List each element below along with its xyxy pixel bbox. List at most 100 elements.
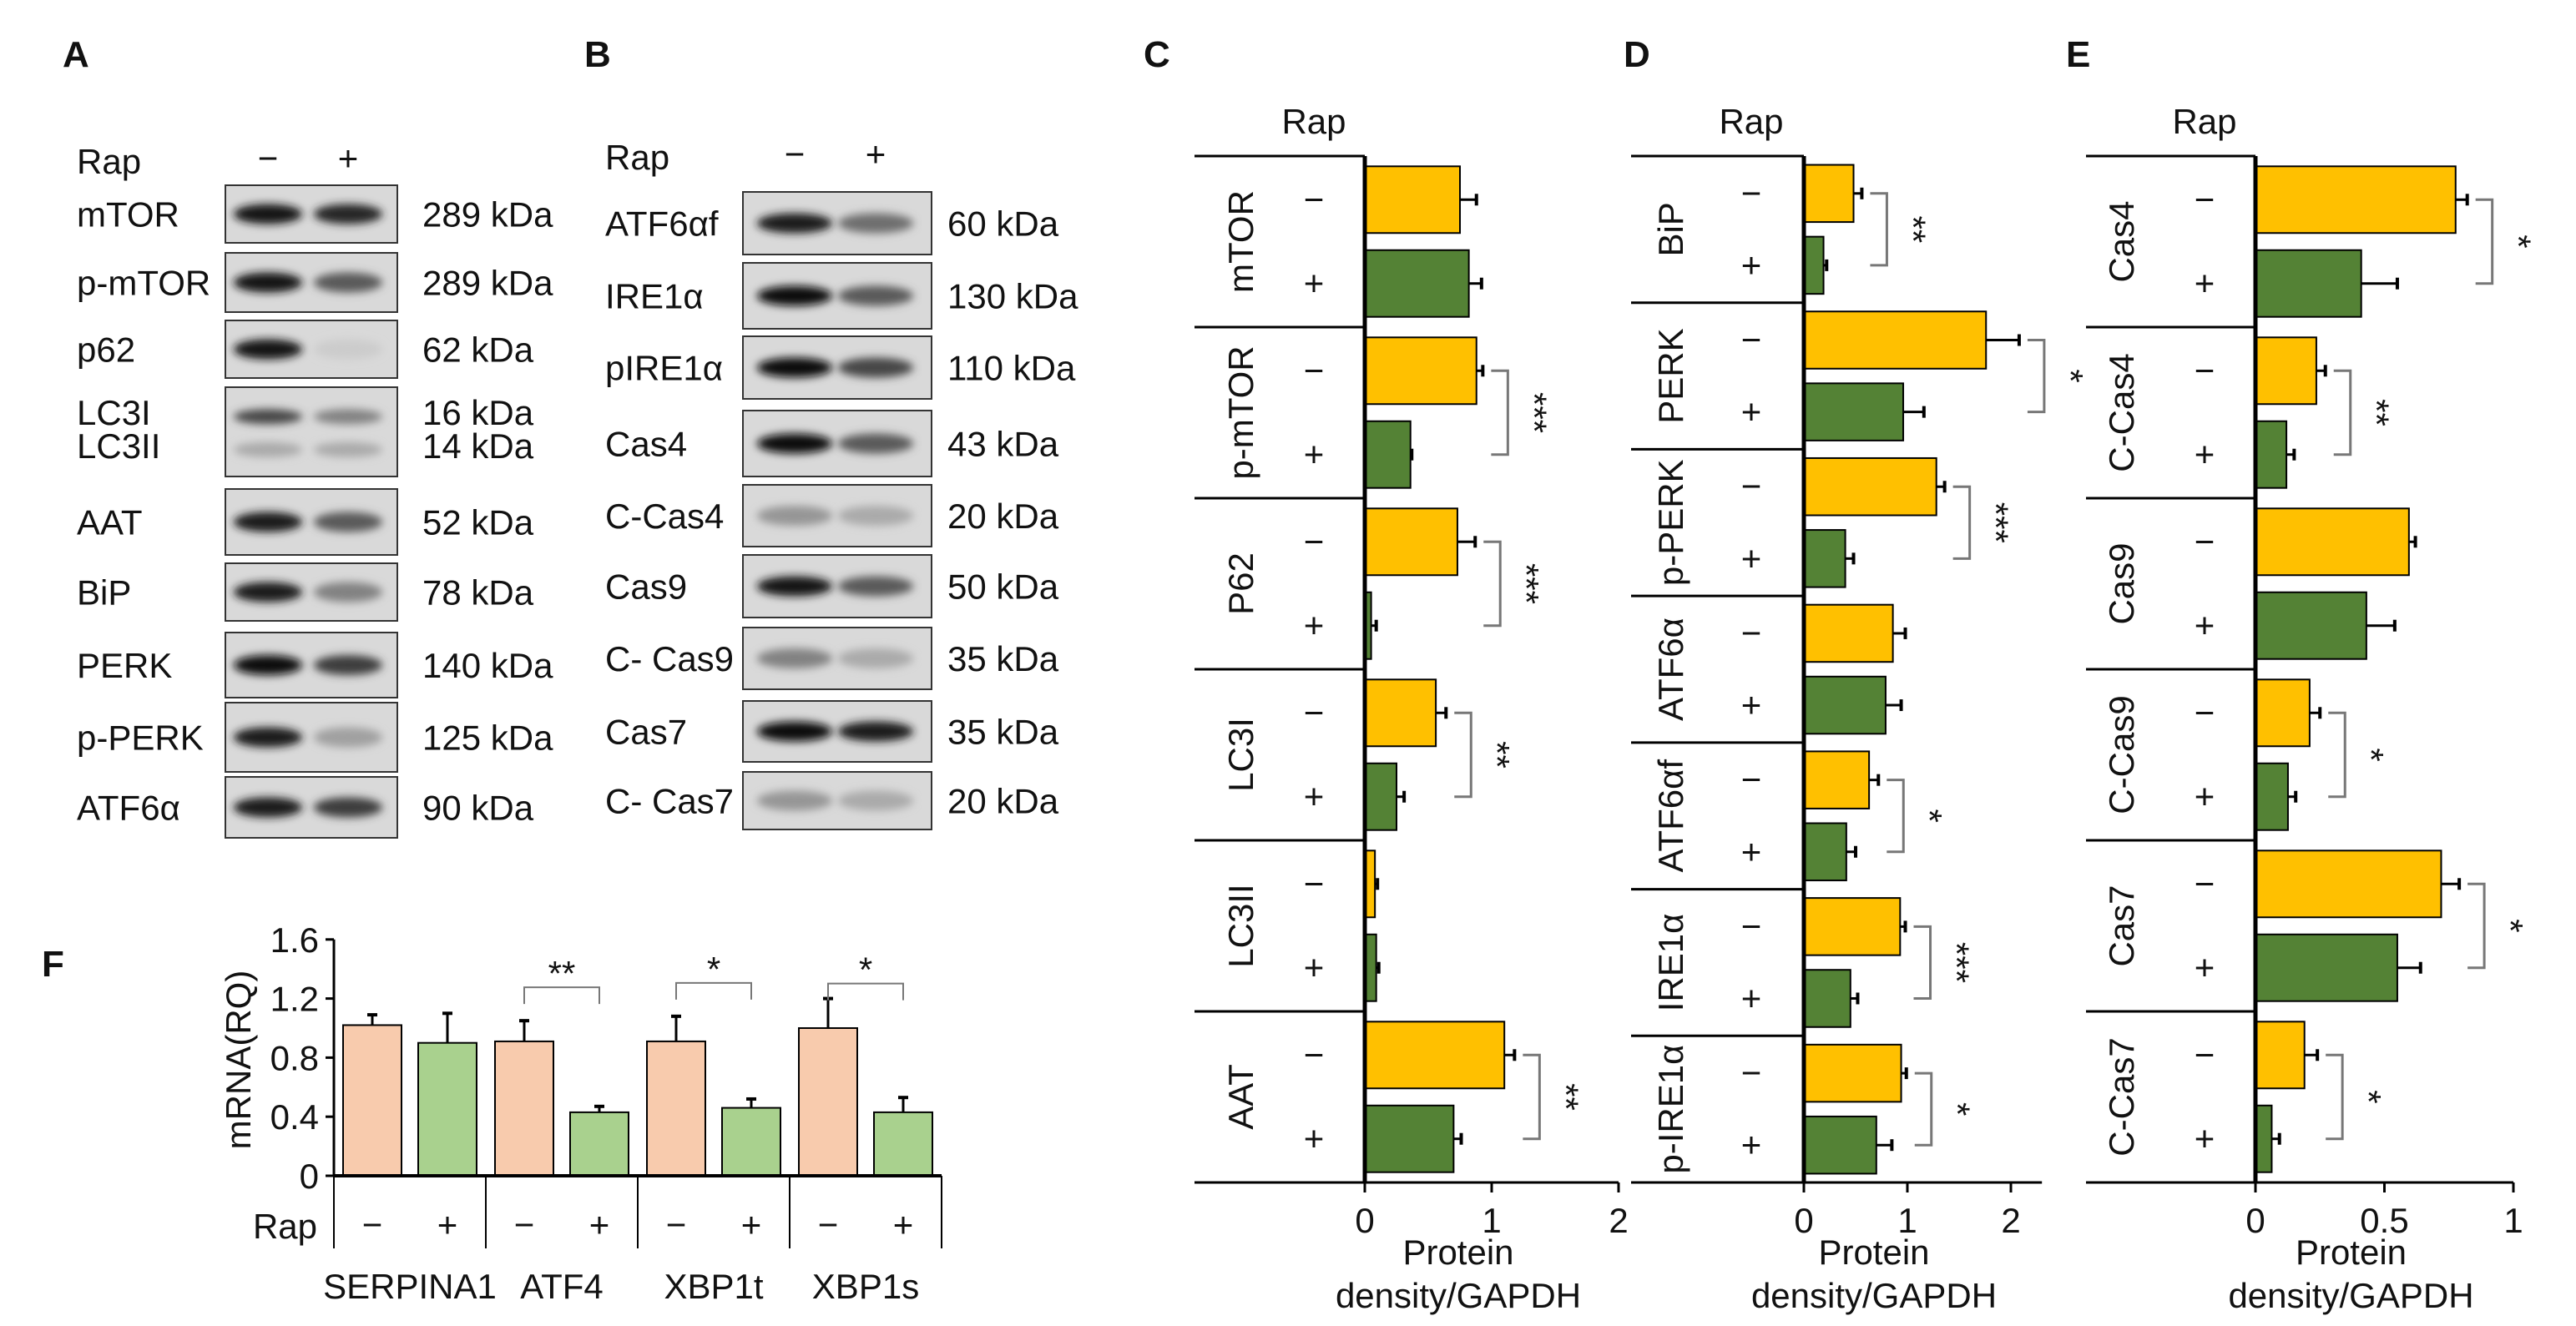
rap-plus: + [338,139,359,178]
significance-bracket [2326,1053,2344,1141]
bar [1364,1104,1455,1173]
protein-label: PERK [77,646,172,685]
protein-band [233,409,303,425]
kda-label: 110 kDa [947,349,1076,388]
rap-minus: − [1741,760,1762,799]
bar [2255,1104,2273,1173]
y-tick-label: 0.4 [270,1097,319,1137]
protein-band [233,512,303,532]
rap-minus: − [2195,522,2215,561]
rap-plus: + [2195,948,2215,987]
significance-bracket [675,981,752,1000]
blot-row: Cas4 43 kDa [605,410,1059,477]
kda-label: 130 kDa [947,277,1078,316]
significance-bracket [2333,369,2352,456]
category-label: LC3I [1221,718,1260,792]
x-tick-label: 2 [1609,1201,1628,1240]
bar [342,1024,402,1177]
x-axis-label: Protein [1818,1233,1929,1272]
panel-letter: A [63,34,89,75]
bar [646,1040,706,1177]
category-label: mTOR [1221,190,1260,293]
x-tick-label: 2 [2001,1201,2020,1240]
protein-band [313,512,383,532]
kda-label: 140 kDa [422,646,553,685]
rap-minus: − [1304,522,1325,561]
rap-minus: − [1741,320,1762,360]
significance-stars: ** [1893,216,1932,244]
significance-bracket [2467,882,2486,970]
blot-row: ATF6αf 60 kDa [605,191,1059,255]
rap-plus: + [1741,538,1762,577]
kda-label: 43 kDa [947,425,1059,464]
significance-bracket [1491,369,1509,456]
chart-panel-c: C Rap mTOR − + p-mTOR − + *** P62 − + *** LC3I − + ** LC3… [1144,34,1629,1315]
protein-label: BiP [77,573,131,613]
significance-bracket [1523,1053,1541,1141]
bar [417,1041,477,1177]
bar [1364,678,1437,748]
chart-title: Rap [1719,102,1783,141]
protein-label: p-PERK [77,718,204,758]
protein-band [313,727,383,748]
bar [1803,235,1825,295]
kda-label: 62 kDa [422,330,534,370]
significance-stars: *** [1937,942,1976,983]
protein-band [313,441,383,457]
category-label: C-Cas4 [2102,353,2141,471]
protein-label: AAT [77,503,143,542]
bar [2255,249,2362,318]
kda-label: 78 kDa [422,573,534,613]
blot-row: C- Cas9 35 kDa [605,627,1059,690]
rap-plus: + [1741,1125,1762,1164]
bar [2255,762,2289,831]
significance-stars: *** [1514,392,1553,433]
bar [1803,675,1887,735]
significance-bracket [1914,1071,1933,1147]
kda-label: 20 kDa [947,782,1059,821]
significance-stars: ** [1546,1083,1585,1111]
panel-letter: D [1624,34,1650,75]
rap-minus: − [1304,179,1325,219]
bar [1364,507,1458,577]
rap-plus: + [741,1205,762,1244]
chart-title: Rap [1281,102,1346,141]
rap-minus: − [1741,613,1762,653]
significance-bracket [1952,485,1972,560]
significance-bracket [2475,198,2494,285]
protein-band [756,433,833,454]
rap-plus: + [1741,832,1762,871]
x-axis-label: density/GAPDH [1751,1276,1997,1315]
rap-minus: − [1741,1053,1762,1092]
protein-band [756,213,833,234]
x-axis-label: density/GAPDH [1336,1276,1581,1315]
significance-stars: *** [1507,563,1546,604]
rap-plus: + [866,134,886,174]
category-label: ATF6α [1651,618,1690,721]
significance-stars: * [707,950,720,989]
rap-plus: + [1304,777,1325,816]
kda-label: 14 kDa [422,426,534,466]
category-label: p-PERK [1651,459,1690,586]
protein-label: p-mTOR [77,264,210,303]
protein-label: ATF6α [77,789,180,828]
rap-plus: + [2195,606,2215,645]
x-axis-label: Protein [1402,1233,1513,1272]
significance-bracket [1913,925,1932,1000]
kda-label: 20 kDa [947,497,1059,536]
protein-label: ATF6αf [605,204,719,244]
bar [2255,850,2442,919]
protein-band [756,285,833,306]
rap-minus: − [2195,350,2215,390]
rap-plus: + [2195,435,2215,474]
bar [2255,1021,2306,1090]
rap-minus: − [258,139,279,178]
rap-minus: − [1741,906,1762,945]
x-tick-label: 0 [1355,1201,1374,1240]
protein-band [313,655,383,675]
bar [1364,420,1412,489]
protein-label: LC3I [77,393,151,432]
bar [569,1111,629,1177]
